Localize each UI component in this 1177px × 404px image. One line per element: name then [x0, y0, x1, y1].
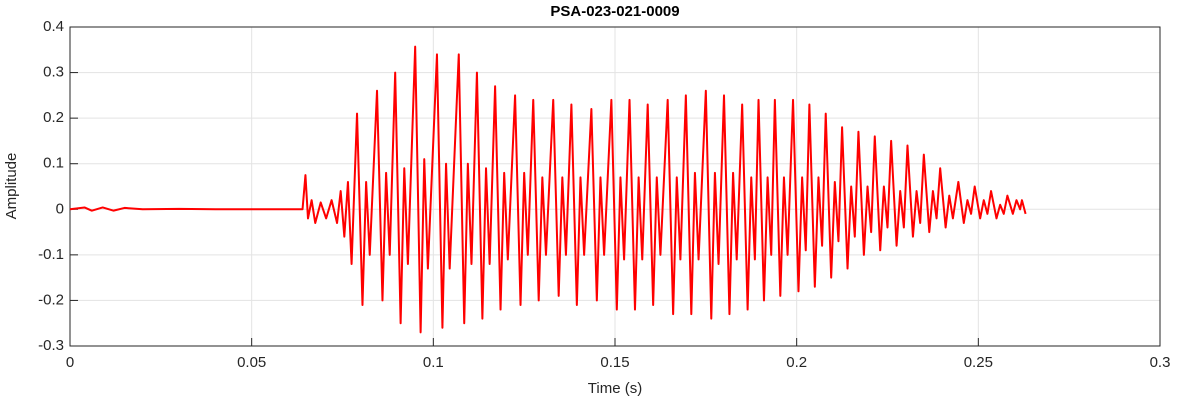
x-tick-label: 0.05: [237, 354, 266, 371]
x-tick-label: 0.3: [1150, 354, 1171, 371]
x-tick-label: 0.2: [786, 354, 807, 371]
y-tick-label: -0.3: [38, 337, 64, 354]
x-tick-label: 0.15: [600, 354, 629, 371]
y-tick-label: 0.3: [43, 64, 64, 81]
y-tick-label: 0: [56, 200, 64, 217]
waveform-line: [69, 45, 1027, 334]
chart-title: PSA-023-021-0009: [550, 3, 679, 20]
y-tick-label: -0.2: [38, 291, 64, 308]
plot-frame: [69, 26, 1161, 347]
y-tick-label: -0.1: [38, 246, 64, 263]
y-tick-label: 0.1: [43, 155, 64, 172]
y-axis-label: Amplitude: [3, 153, 20, 220]
x-tick-label: 0: [66, 354, 74, 371]
x-axis-label: Time (s): [588, 380, 642, 397]
y-tick-label: 0.2: [43, 109, 64, 126]
y-tick-label: 0.4: [43, 18, 64, 35]
x-tick-label: 0.1: [423, 354, 444, 371]
x-tick-label: 0.25: [964, 354, 993, 371]
